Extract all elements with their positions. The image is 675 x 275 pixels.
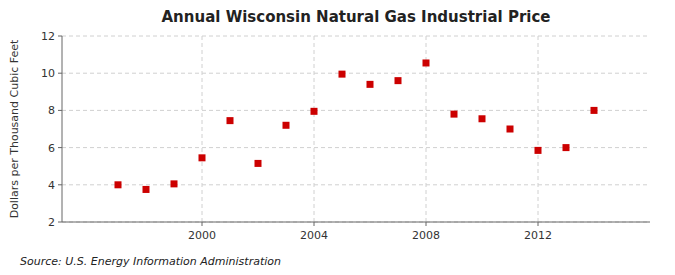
point bbox=[171, 180, 178, 187]
grid-line-y bbox=[62, 184, 650, 185]
grid-line-y bbox=[62, 110, 650, 111]
x-tick-label: 2004 bbox=[300, 229, 328, 242]
point bbox=[591, 107, 598, 114]
y-tick bbox=[58, 73, 62, 74]
point bbox=[339, 71, 346, 78]
y-tick-label: 8 bbox=[48, 104, 55, 117]
y-tick bbox=[58, 110, 62, 111]
point bbox=[283, 122, 290, 129]
point bbox=[255, 160, 262, 167]
y-tick-label: 10 bbox=[41, 67, 55, 80]
x-tick-label: 2012 bbox=[524, 229, 552, 242]
title: Annual Wisconsin Natural Gas Industrial … bbox=[162, 8, 551, 26]
y-tick bbox=[58, 147, 62, 148]
x-axis-line bbox=[62, 222, 650, 223]
x-tick bbox=[202, 222, 203, 226]
y-axis-line bbox=[62, 36, 63, 222]
grid-line-y bbox=[62, 147, 650, 148]
y-tick bbox=[58, 184, 62, 185]
points bbox=[115, 59, 598, 192]
grid-line-x bbox=[538, 36, 539, 222]
grid-line-x bbox=[202, 36, 203, 222]
source-note: Source: U.S. Energy Information Administ… bbox=[20, 255, 281, 268]
point bbox=[451, 111, 458, 118]
grid-line-y bbox=[62, 36, 650, 37]
point bbox=[367, 81, 374, 88]
point bbox=[423, 59, 430, 66]
point bbox=[395, 77, 402, 84]
chart: 2 4 6 8 10 12 2000 2004 2008 2012 Annual Wisconsin… bbox=[0, 0, 675, 275]
grid-line-y bbox=[62, 73, 650, 74]
grid bbox=[62, 36, 650, 222]
grid-line-x bbox=[314, 36, 315, 222]
chart-container: 2 4 6 8 10 12 2000 2004 2008 2012 Annual Wisconsin… bbox=[0, 0, 675, 275]
point bbox=[479, 115, 486, 122]
point bbox=[115, 181, 122, 188]
x-tick bbox=[538, 222, 539, 226]
point bbox=[507, 126, 514, 133]
x-tick bbox=[314, 222, 315, 226]
point bbox=[227, 117, 234, 124]
point bbox=[311, 108, 318, 115]
y-tick-label: 12 bbox=[41, 30, 55, 43]
y-tick bbox=[58, 36, 62, 37]
y-tick-label: 6 bbox=[48, 142, 55, 155]
y-axis-label: Dollars per Thousand Cubic Feet bbox=[8, 39, 21, 218]
x-tick-label: 2008 bbox=[412, 229, 440, 242]
y-tick bbox=[58, 222, 62, 223]
x-tick bbox=[426, 222, 427, 226]
point bbox=[563, 144, 570, 151]
x-tick-label: 2000 bbox=[188, 229, 216, 242]
point bbox=[535, 147, 542, 154]
y-tick-label: 2 bbox=[48, 216, 55, 229]
point bbox=[143, 186, 150, 193]
y-tick-label: 4 bbox=[48, 179, 55, 192]
grid-line-y bbox=[62, 222, 650, 223]
point bbox=[199, 154, 206, 161]
